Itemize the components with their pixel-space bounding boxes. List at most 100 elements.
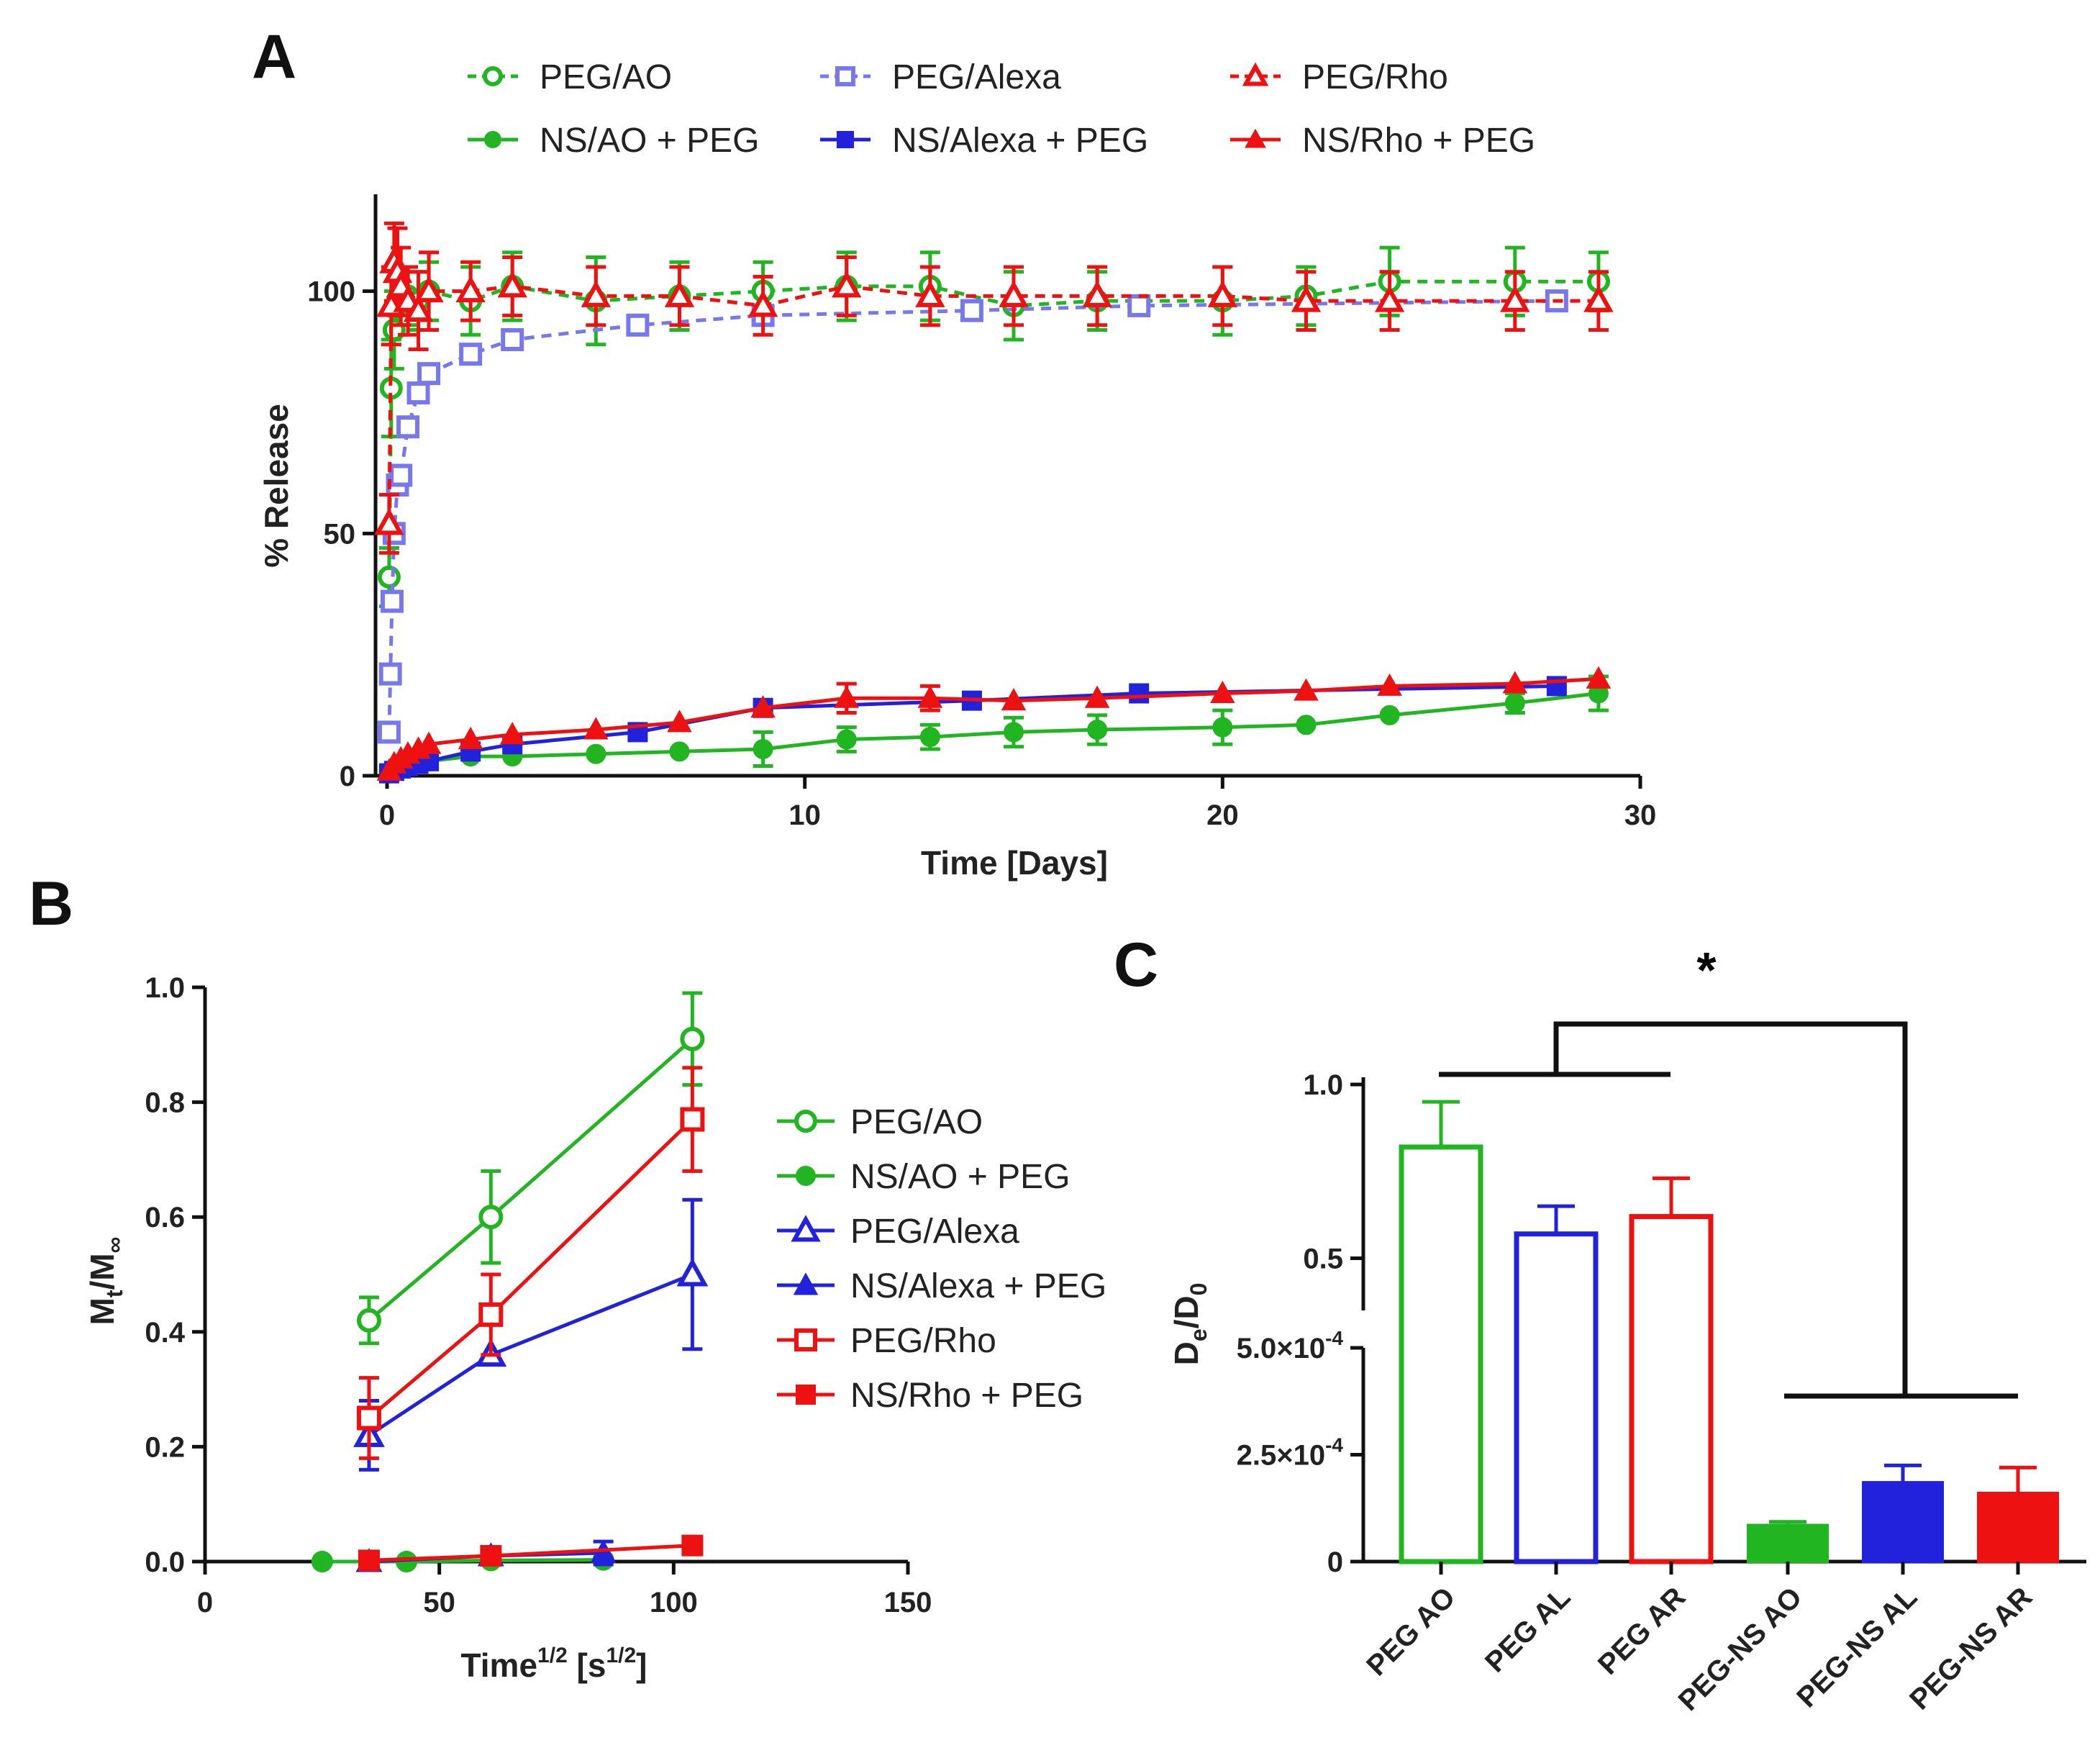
panel-a-point bbox=[1291, 285, 1322, 312]
panel-c-ylabel-mid: /D bbox=[1168, 1295, 1205, 1328]
panel-a-point bbox=[416, 731, 442, 754]
panel-a-point bbox=[836, 729, 857, 750]
panel-b-y-tick-label: 0.4 bbox=[145, 1317, 185, 1349]
panel-a-point bbox=[406, 381, 430, 405]
panel-a-point bbox=[753, 738, 773, 759]
panel-a-point bbox=[750, 695, 776, 718]
panel-b-x-tick-label: 150 bbox=[884, 1587, 932, 1618]
panel-c-y-tick-label: 2.5×10-4 bbox=[1237, 1434, 1344, 1472]
panel-label-a: A bbox=[252, 22, 296, 91]
panel-label-c: C bbox=[1114, 930, 1158, 1000]
panel-a-point bbox=[1084, 685, 1110, 708]
panel-b-point bbox=[676, 1258, 709, 1287]
panel-b-legend-entry: PEG/Rho bbox=[850, 1322, 996, 1360]
panel-a-legend-entry: PEG/AO bbox=[540, 58, 672, 96]
panel-a-point bbox=[664, 280, 695, 307]
panel-a-series-line bbox=[388, 692, 1599, 775]
panel-b-ylabel-sub: t bbox=[101, 1290, 127, 1297]
panel-a-legend-entry: NS/Alexa + PEG bbox=[892, 122, 1148, 160]
panel-c-y-tick-label: 0 bbox=[1327, 1546, 1343, 1578]
panel-b-point bbox=[680, 1026, 705, 1051]
panel-a-point bbox=[377, 720, 401, 744]
panel-a-series-5 bbox=[376, 666, 1612, 781]
panel-c-bar bbox=[1399, 1144, 1483, 1564]
panel-a-point bbox=[832, 271, 862, 298]
panel-a-chart: 0 10 20 30 0 50 100 PEG/AO PEG/Alexa PEG/Rho NS/AO… bbox=[307, 58, 1656, 831]
panel-a-point bbox=[669, 741, 690, 762]
panel-b-xlabel-unit-open: [s bbox=[568, 1646, 606, 1684]
panel-c-bar bbox=[1747, 1523, 1829, 1564]
panel-b-y-tick-label: 0.0 bbox=[145, 1546, 185, 1578]
panel-b-legend-marker bbox=[794, 1328, 817, 1351]
panel-b-point bbox=[681, 1534, 704, 1557]
panel-b-y-tick-label: 0.2 bbox=[145, 1431, 185, 1463]
panel-b-legend-marker bbox=[791, 1215, 821, 1242]
panel-a-point bbox=[1087, 720, 1108, 740]
panel-b-legend-marker bbox=[794, 1110, 817, 1133]
panel-b-point bbox=[358, 1549, 380, 1572]
panel-a-point bbox=[1377, 673, 1402, 696]
panel-a-point bbox=[396, 415, 420, 439]
panel-a-point bbox=[1001, 687, 1027, 711]
panel-b-series-line bbox=[368, 1544, 693, 1562]
panel-a-y-tick-label: 50 bbox=[324, 518, 356, 550]
panel-c-ylabel-main: D bbox=[1168, 1341, 1205, 1365]
panel-a-legend-marker bbox=[835, 66, 855, 86]
panel-b-series-4 bbox=[356, 1066, 705, 1460]
panel-a-point bbox=[999, 280, 1029, 307]
panel-a-point bbox=[919, 727, 940, 748]
panel-a-point bbox=[417, 362, 441, 386]
panel-b-point bbox=[311, 1551, 333, 1572]
panel-b-y-tick-label: 0.6 bbox=[145, 1202, 185, 1233]
panel-c-ylabel: De/D0 bbox=[1168, 1283, 1212, 1366]
panel-label-b: B bbox=[29, 869, 73, 938]
panel-a-point bbox=[1502, 671, 1528, 694]
panel-b-xlabel-main: Time bbox=[461, 1646, 538, 1684]
panel-b-y-tick-label: 0.8 bbox=[145, 1087, 185, 1119]
panel-a-point bbox=[403, 294, 434, 322]
panel-a-point bbox=[1127, 294, 1151, 317]
panel-a-point bbox=[378, 662, 402, 686]
panel-b-legend-marker bbox=[796, 1166, 816, 1186]
panel-b-point bbox=[478, 1205, 504, 1230]
panel-a-legend-marker bbox=[484, 131, 501, 148]
panel-c-y-tick-label: 0.5 bbox=[1303, 1244, 1343, 1275]
panel-c-x-tick-label: PEG AR bbox=[1592, 1581, 1692, 1681]
panel-b-x-tick-label: 100 bbox=[650, 1587, 698, 1618]
panel-b-point bbox=[356, 1405, 381, 1431]
panel-b-point bbox=[480, 1545, 502, 1567]
panel-a-series-1 bbox=[377, 289, 1568, 744]
panel-a-legend-marker bbox=[483, 66, 503, 86]
panel-a-x-tick-label: 10 bbox=[788, 800, 821, 831]
panel-a-legend-entry: PEG/Alexa bbox=[892, 58, 1061, 96]
panel-a-point bbox=[455, 275, 486, 303]
panel-a-point bbox=[1004, 722, 1024, 743]
panel-a-point bbox=[499, 722, 525, 745]
panel-c-bar bbox=[1977, 1491, 2059, 1563]
panel-a-point bbox=[626, 313, 650, 337]
panel-a-point bbox=[1210, 680, 1235, 704]
panel-c-bar bbox=[1862, 1481, 1944, 1564]
panel-a-legend-entry: PEG/Rho bbox=[1302, 58, 1448, 96]
panel-b-series-0 bbox=[356, 991, 705, 1346]
panel-b-point bbox=[356, 1308, 381, 1333]
panel-a-point bbox=[583, 717, 609, 740]
panel-b-ylabel-mid: /M bbox=[83, 1253, 121, 1290]
panel-a-point bbox=[414, 275, 444, 303]
panel-c-ylabel-sub: e bbox=[1186, 1328, 1212, 1341]
panel-a-point bbox=[1207, 280, 1238, 307]
panel-a-series-2 bbox=[374, 221, 1614, 555]
panel-b-ylabel-sub2: ∞ bbox=[101, 1237, 127, 1254]
panel-c-y-tick-exponent: -4 bbox=[1325, 1434, 1343, 1457]
panel-a-y-tick-label: 100 bbox=[307, 276, 355, 308]
panel-c-y-tick-label: 1.0 bbox=[1303, 1069, 1343, 1101]
panel-b-xlabel: Time1/2 [s1/2] bbox=[461, 1644, 647, 1684]
panel-b-ylabel-main: M bbox=[83, 1297, 121, 1325]
panel-b-legend-entry: NS/AO + PEG bbox=[850, 1158, 1070, 1196]
panel-a-point bbox=[834, 685, 860, 708]
panel-c-bracket-top bbox=[1553, 1021, 1908, 1396]
panel-a-x-tick-label: 0 bbox=[379, 800, 395, 831]
panel-c-x-tick-label: PEG-NS AR bbox=[1904, 1581, 2038, 1716]
